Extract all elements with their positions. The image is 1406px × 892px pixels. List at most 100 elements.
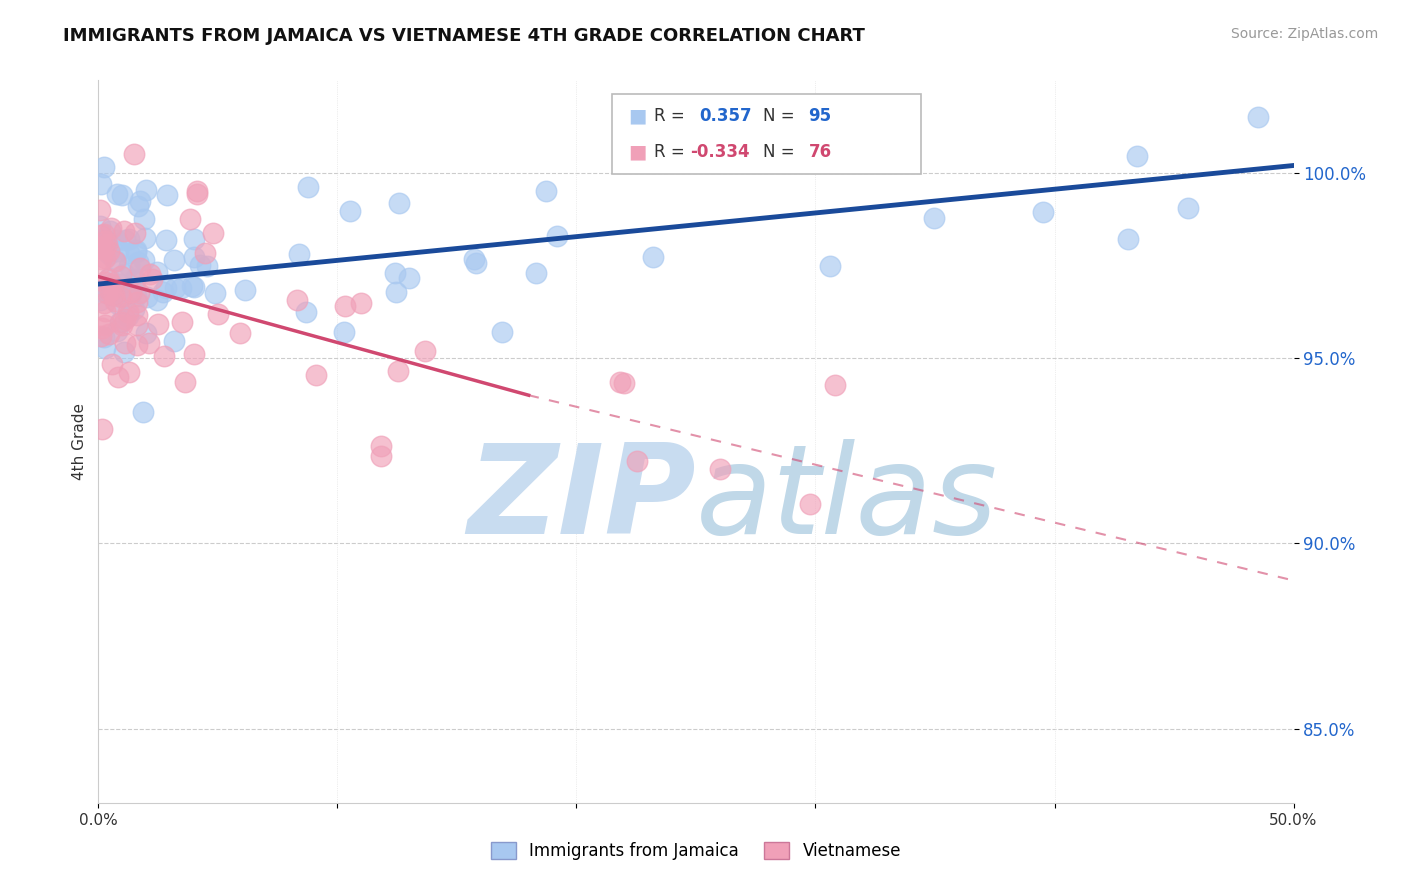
Point	[305, 368, 328, 383]
Point	[114, 336, 136, 351]
Point	[124, 272, 146, 286]
Point	[156, 187, 179, 202]
Point	[105, 254, 128, 268]
Point	[110, 315, 132, 329]
Text: -0.334: -0.334	[690, 143, 749, 161]
Point	[339, 204, 361, 219]
Point	[146, 265, 169, 279]
Point	[180, 279, 202, 293]
Point	[105, 233, 128, 247]
Point	[93, 236, 115, 251]
Point	[387, 364, 409, 378]
Point	[922, 211, 945, 226]
Point	[110, 289, 132, 303]
Point	[94, 341, 117, 355]
Point	[202, 226, 225, 240]
Point	[90, 252, 112, 266]
Text: ■: ■	[628, 106, 647, 126]
Point	[388, 196, 411, 211]
Point	[163, 281, 186, 295]
Point	[100, 220, 122, 235]
Point	[163, 334, 186, 349]
Point	[1246, 111, 1268, 125]
Point	[132, 212, 155, 227]
Point	[146, 293, 169, 307]
Point	[93, 242, 115, 256]
Point	[97, 271, 120, 285]
Point	[135, 326, 157, 341]
Point	[93, 296, 115, 310]
Point	[285, 293, 308, 308]
Point	[105, 187, 128, 202]
Point	[105, 324, 128, 338]
Point	[188, 258, 211, 272]
Point	[333, 299, 356, 313]
Point	[112, 267, 135, 281]
Point	[114, 233, 136, 247]
Point	[229, 326, 252, 341]
Point	[93, 251, 115, 265]
Point	[173, 375, 195, 389]
Point	[120, 285, 142, 300]
Point	[108, 277, 131, 292]
Point	[463, 252, 485, 267]
Point	[183, 250, 205, 264]
Text: R =: R =	[654, 143, 685, 161]
Point	[728, 111, 751, 125]
Point	[179, 211, 201, 226]
Point	[204, 285, 226, 300]
Point	[89, 240, 111, 254]
Point	[96, 286, 118, 301]
Point	[112, 224, 135, 238]
Point	[96, 236, 118, 251]
Point	[117, 304, 139, 318]
Point	[153, 349, 176, 363]
Point	[134, 231, 156, 245]
Point	[163, 252, 186, 267]
Point	[398, 270, 420, 285]
Point	[491, 325, 513, 339]
Point	[110, 269, 132, 284]
Point	[118, 232, 141, 246]
Point	[146, 318, 169, 332]
Point	[155, 233, 177, 247]
Point	[152, 285, 174, 300]
Point	[111, 318, 134, 333]
Point	[155, 281, 177, 295]
Point	[709, 462, 731, 476]
Text: N =: N =	[763, 143, 794, 161]
Point	[89, 202, 111, 217]
Point	[127, 199, 149, 213]
Point	[186, 187, 208, 202]
Point	[125, 244, 148, 259]
Point	[384, 285, 406, 300]
Point	[136, 290, 159, 304]
Point	[139, 267, 162, 281]
Point	[93, 161, 115, 175]
Point	[127, 254, 149, 268]
Text: ZIP: ZIP	[467, 439, 696, 560]
Point	[98, 224, 121, 238]
Point	[125, 294, 148, 309]
Point	[384, 266, 406, 280]
Point	[90, 320, 112, 334]
Point	[122, 147, 145, 161]
Point	[465, 256, 488, 270]
Point	[194, 245, 217, 260]
Point	[127, 338, 149, 352]
Point	[93, 227, 115, 241]
Point	[114, 345, 136, 359]
Point	[107, 369, 129, 384]
Point	[94, 234, 117, 248]
Point	[129, 260, 152, 275]
Point	[107, 244, 129, 258]
Text: N =: N =	[763, 107, 794, 125]
Point	[128, 285, 150, 300]
Point	[103, 288, 125, 302]
Point	[120, 285, 142, 300]
Point	[824, 378, 846, 392]
Point	[183, 347, 205, 361]
Point	[97, 244, 120, 258]
Point	[613, 376, 636, 390]
Point	[93, 285, 115, 300]
